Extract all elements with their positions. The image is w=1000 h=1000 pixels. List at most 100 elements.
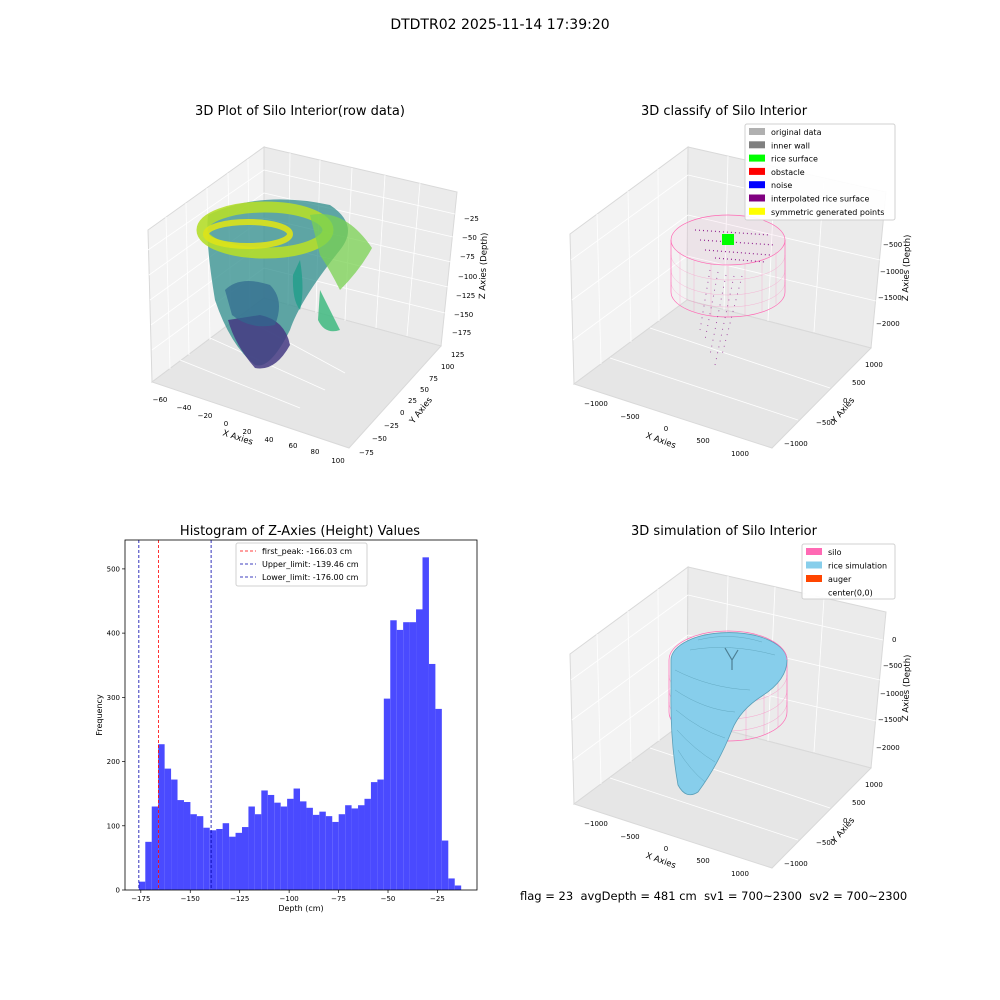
histogram-bar	[409, 622, 417, 890]
histogram-bar	[164, 768, 172, 890]
sv1-value: sv1 = 700~2300	[704, 889, 802, 903]
histogram-bar	[151, 806, 159, 890]
histogram-bar	[448, 878, 455, 890]
histogram-bar	[338, 814, 346, 890]
simulation-xtick: −500	[620, 833, 639, 841]
classify-xtick: 500	[696, 437, 709, 445]
simulation-ytick: 1000	[865, 781, 883, 789]
histogram-bar	[441, 840, 449, 890]
raw-xtick: −60	[153, 396, 168, 404]
classify-ytick: 1000	[865, 361, 883, 369]
raw-ztick: −125	[456, 292, 475, 300]
raw-xtick: 80	[311, 448, 320, 456]
histogram-frame	[124, 539, 478, 891]
classify-ztick: −1500	[878, 294, 902, 302]
simulation-ztick: 0	[892, 636, 896, 644]
raw-xtick: 20	[243, 428, 252, 436]
simulation-3d-plot: −1000 −500 0 500 1000 −1000 −500 0 500 1…	[569, 543, 913, 878]
histogram-bar	[274, 802, 281, 890]
histogram-bar	[403, 622, 410, 890]
simulation-xtick: −1000	[584, 820, 608, 828]
raw-data-3d-plot: −60 −40 −20 0 20 40 60 80 100 −75 −50 −2…	[147, 146, 490, 465]
histogram-bar	[216, 828, 223, 890]
simulation-legend: silo rice simulation auger center(0,0)	[801, 543, 896, 600]
histogram-bar	[306, 807, 313, 890]
legend-label: silo	[828, 548, 842, 557]
histogram-bar	[312, 814, 320, 890]
legend-label: symmetric generated points	[771, 208, 884, 217]
legend-label: Upper_limit: -139.46 cm	[262, 560, 359, 569]
histogram-x-ticks: −175 −150 −125 −100 −75 −50 −25	[131, 890, 445, 903]
histogram-bar	[293, 788, 301, 890]
histogram-bar	[428, 663, 436, 890]
simulation-ztick: −2000	[876, 744, 900, 752]
simulation-ytick: 0	[843, 817, 847, 825]
histogram-bar	[332, 821, 339, 890]
raw-z-axis-label: Z Axies (Depth)	[478, 232, 490, 299]
raw-xtick: 100	[331, 457, 344, 465]
histogram-y-axis-label: Frequency	[95, 694, 104, 736]
histogram-reference-lines	[138, 540, 212, 890]
raw-ytick: 0	[400, 409, 404, 417]
raw-xtick: 0	[224, 420, 228, 428]
histogram-bar	[287, 798, 294, 890]
legend-swatch	[749, 154, 765, 162]
x-tick-label: −25	[430, 895, 445, 903]
rice-surface-cluster	[722, 234, 734, 245]
histogram-bar	[261, 790, 268, 890]
legend-label: original data	[771, 128, 822, 137]
legend-label: inner wall	[771, 141, 810, 150]
simulation-ztick: −1000	[880, 690, 904, 698]
histogram-bar	[158, 744, 165, 890]
y-tick-label: 300	[107, 694, 120, 702]
raw-xtick: −40	[177, 404, 192, 412]
simulation-ztick: −500	[883, 662, 902, 670]
histogram-bar	[280, 806, 288, 890]
histogram-bar	[396, 629, 404, 890]
y-tick-label: 200	[107, 758, 120, 766]
legend-label: noise	[771, 181, 792, 190]
histogram-bar	[138, 881, 146, 890]
legend-label: Lower_limit: -176.00 cm	[262, 573, 359, 582]
histogram-bar	[454, 885, 462, 890]
histogram-bar	[248, 806, 255, 890]
histogram-title: Histogram of Z-Axies (Height) Values	[179, 524, 421, 539]
simulation-ytick: −500	[816, 839, 835, 847]
histogram-bar	[209, 830, 217, 890]
classify-ztick: −500	[883, 241, 902, 249]
rice-simulation-surface	[670, 632, 788, 796]
histogram-bar	[358, 805, 365, 890]
simulation-xtick: 500	[696, 857, 709, 865]
simulation-x-axis-label: X Axies	[644, 851, 677, 871]
raw-ztick: −75	[460, 253, 475, 261]
legend-swatch	[806, 561, 822, 569]
histogram-y-ticks: 0 100 200 300 400 500	[107, 565, 125, 895]
histogram-bar	[351, 808, 359, 890]
raw-ztick: −50	[462, 234, 477, 242]
classify-tick-labels: −1000 −500 0 500 1000 −1000 −500 0 500 1…	[584, 241, 904, 458]
raw-ztick: −25	[464, 215, 479, 223]
classify-ytick: −500	[816, 419, 835, 427]
raw-xtick: −20	[198, 412, 213, 420]
histogram-bar	[190, 814, 197, 890]
legend-label: auger	[828, 575, 852, 584]
histogram-bar	[416, 609, 423, 890]
raw-ytick: 25	[408, 397, 417, 405]
legend-label: center(0,0)	[828, 589, 873, 598]
histogram-bar	[435, 708, 442, 890]
raw-plot-title: 3D Plot of Silo Interior(row data)	[195, 104, 405, 119]
x-tick-label: −50	[381, 895, 396, 903]
simulation-plot-title: 3D simulation of Silo Interior	[631, 524, 817, 539]
classify-ytick: 0	[843, 397, 847, 405]
histogram-bar	[235, 832, 242, 890]
raw-ytick: 125	[451, 351, 464, 359]
classify-ytick: 500	[852, 379, 865, 387]
x-tick-label: −175	[131, 895, 150, 903]
classify-interpolated-points	[694, 229, 776, 366]
simulation-ytick: −1000	[784, 860, 808, 868]
simulation-xtick: 1000	[731, 870, 749, 878]
simulation-ytick: 500	[852, 799, 865, 807]
histogram-chart: −175 −150 −125 −100 −75 −50 −25 0 100 200 300 400 5…	[95, 539, 478, 913]
histogram-bar	[145, 841, 152, 890]
simulation-tick-labels: −1000 −500 0 500 1000 −1000 −500 0 500 1…	[584, 636, 904, 878]
